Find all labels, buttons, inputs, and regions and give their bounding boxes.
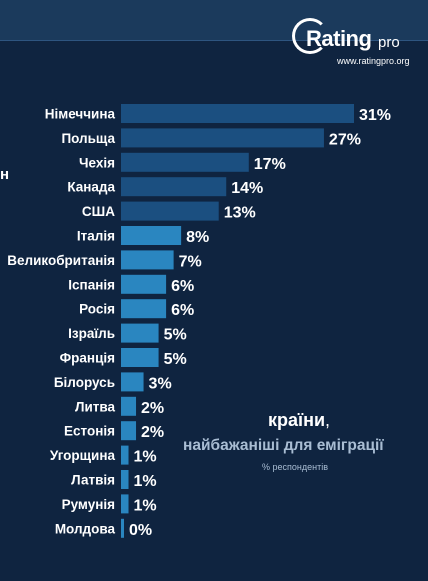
value-label: 7% [179,253,202,270]
ratingpro-logo[interactable]: Rating pro www.ratingpro.org [292,16,424,72]
logo-name: Rating [306,26,372,51]
bar [121,299,167,319]
value-label: 5% [164,327,187,344]
logo-ring-icon [292,18,328,54]
bar [121,396,137,416]
value-label: 27% [329,131,361,148]
bar [121,494,129,514]
bar [121,470,129,489]
value-label: 5% [164,351,187,368]
bar [121,250,174,270]
value-label: 17% [254,156,286,173]
category-label: Латвія [71,473,115,488]
bar [121,518,124,538]
value-label: 2% [141,424,164,441]
chart-title: найбажаніші для еміграції [183,437,384,454]
bar [121,372,144,392]
bar [121,128,324,148]
bar [121,152,249,172]
value-label: 0% [129,522,152,539]
chart-title-word: країни, [268,410,331,430]
header-band [0,0,428,40]
bar [121,274,167,294]
category-label: Ізраїль [68,326,115,341]
logo-url: www.ratingpro.org [337,56,410,66]
bar [121,445,129,465]
bar [121,201,219,221]
value-label: 14% [231,180,263,197]
value-label: 2% [141,400,164,417]
category-label: Естонія [64,424,115,439]
category-label: Польща [61,131,115,146]
value-label: 31% [359,107,391,124]
category-label: Румунія [62,497,115,512]
category-label: Франція [60,351,115,366]
category-label: Канада [67,180,115,195]
chart-subtitle: % респондентів [262,462,328,472]
value-label: 1% [134,497,157,514]
value-label: 1% [134,449,157,466]
bar [121,177,227,197]
category-label: Італія [77,229,115,244]
value-label: 3% [149,375,172,392]
category-label: Білорусь [54,375,115,390]
bar [121,226,182,245]
value-label: 6% [171,278,194,295]
category-label: Іспанія [68,277,115,292]
category-label: Молдова [55,521,116,536]
category-label: США [82,204,115,219]
value-label: 8% [186,229,209,246]
logo-suffix: pro [378,34,400,51]
category-label: Німеччина [45,107,116,122]
bar [121,348,159,367]
value-label: 6% [171,302,194,319]
category-label: Великобританія [7,253,115,268]
value-label: 13% [224,205,256,222]
bar [121,104,354,123]
category-label: Литва [75,399,116,414]
category-label: Росія [79,302,115,317]
value-label: 1% [134,473,157,490]
cropped-left-text: н [0,166,10,183]
header-divider [0,40,428,41]
bar [121,421,137,441]
category-label: Угорщина [50,448,116,463]
category-label: Чехія [79,155,115,170]
bar [121,323,159,343]
